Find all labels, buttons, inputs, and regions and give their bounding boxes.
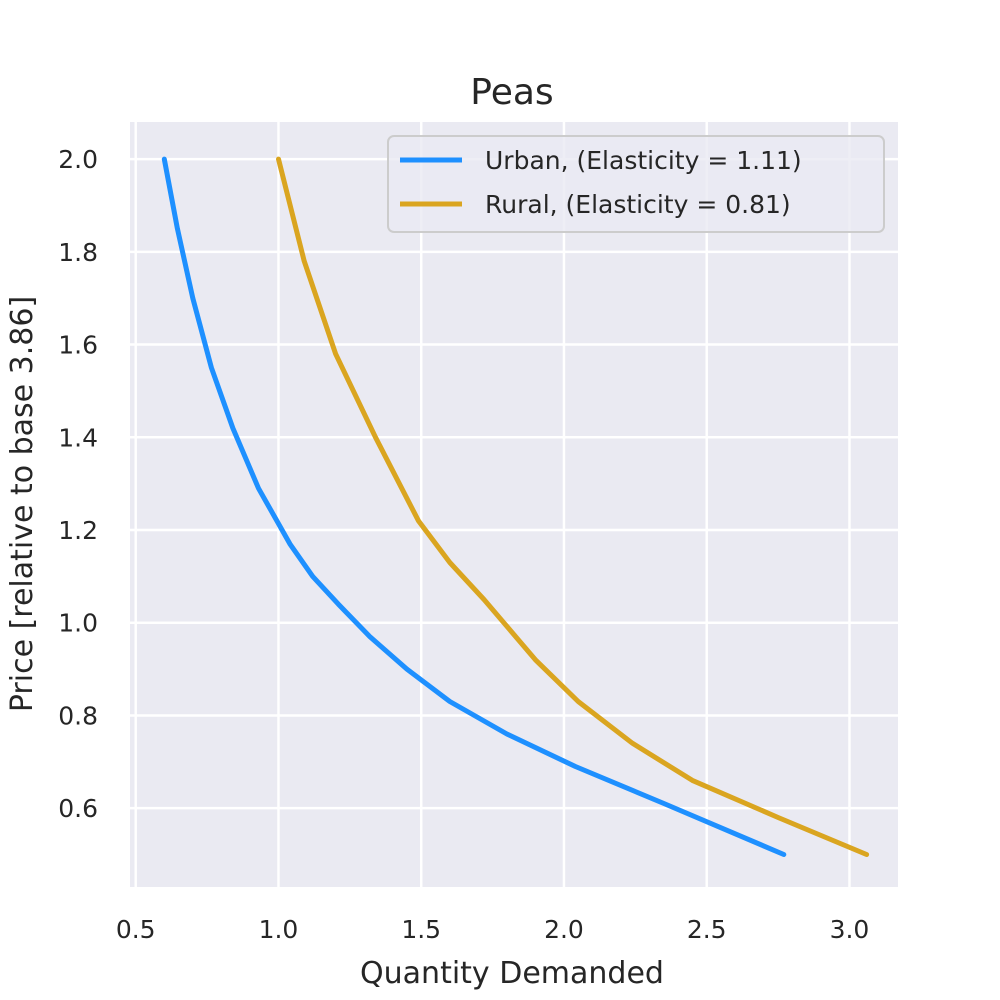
y-tick-label: 1.2 [58,516,98,545]
legend-label-rural: Rural, (Elasticity = 0.81) [485,190,791,219]
y-tick-label: 0.8 [58,701,98,730]
y-tick-label: 1.8 [58,238,98,267]
x-tick-label: 3.0 [830,915,870,944]
y-tick-label: 1.6 [58,331,98,360]
x-tick-labels: 0.5 1.0 1.5 2.0 2.5 3.0 [116,915,870,944]
y-tick-label: 0.6 [58,794,98,823]
legend-box [387,135,885,233]
series-line-rural [276,156,870,857]
x-tick-label: 0.5 [116,915,156,944]
y-tick-labels: 0.6 0.8 1.0 1.2 1.4 1.6 1.8 2.0 [58,145,98,823]
plot-area [130,122,898,887]
y-tick-label: 1.4 [58,423,98,452]
x-tick-label: 2.5 [687,915,727,944]
y-tick-label: 2.0 [58,145,98,174]
legend-label-urban: Urban, (Elasticity = 1.11) [485,146,802,175]
series-lines [161,156,870,857]
x-tick-label: 1.0 [259,915,299,944]
chart-title: Peas [470,72,553,113]
y-axis-label: Price [relative to base 3.86] [5,296,40,712]
y-tick-label: 1.0 [58,609,98,638]
legend: Urban, (Elasticity = 1.11) Rural, (Elast… [387,135,885,233]
series-line-urban [161,156,787,857]
x-tick-label: 2.0 [544,915,584,944]
x-axis-label: Quantity Demanded [360,956,664,991]
x-tick-label: 1.5 [401,915,441,944]
